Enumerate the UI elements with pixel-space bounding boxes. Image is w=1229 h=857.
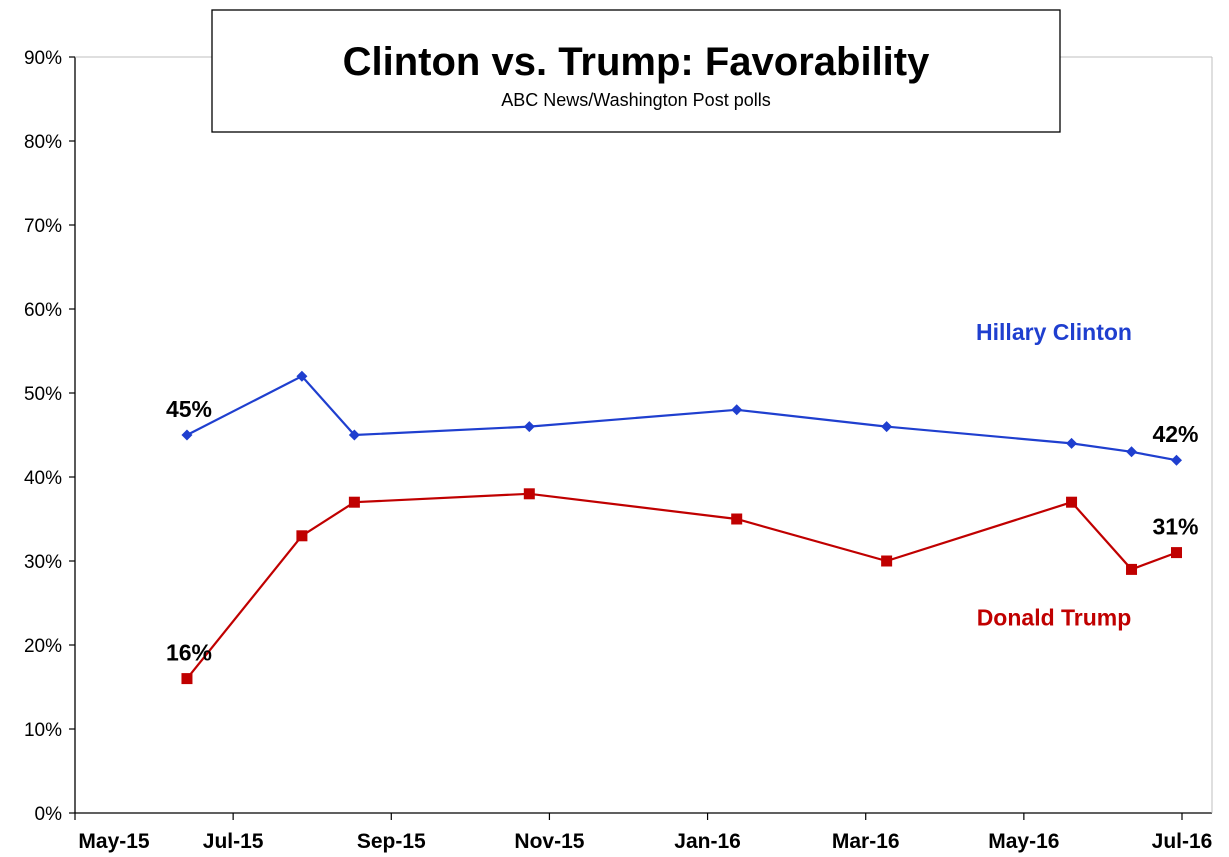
donald-trump-point <box>348 496 360 508</box>
data-label: 45% <box>166 396 212 422</box>
donald-trump-point <box>523 488 535 500</box>
data-label: 42% <box>1152 421 1198 447</box>
donald-trump-point <box>1126 563 1138 575</box>
x-tick-label: Nov-15 <box>514 830 584 853</box>
y-tick-label: 60% <box>24 300 62 321</box>
hillary-clinton-point <box>523 421 535 433</box>
hillary-clinton-point <box>296 370 308 382</box>
hillary-clinton-point <box>1126 446 1138 458</box>
hillary-clinton-point <box>1066 437 1078 449</box>
y-tick-label: 90% <box>24 48 62 69</box>
y-tick-label: 50% <box>24 384 62 405</box>
donald-trump-line <box>186 492 1177 680</box>
x-tick-label: May-15 <box>78 830 150 853</box>
title-frame <box>211 9 1061 133</box>
title-box: Clinton vs. Trump: Favorability ABC News… <box>211 9 1061 133</box>
hillary-clinton-point <box>881 421 893 433</box>
y-tick-label: 20% <box>24 636 62 657</box>
data-label: 16% <box>166 640 212 666</box>
x-tick-label: May-16 <box>988 830 1059 853</box>
labels-layer: Hillary Clinton Donald Trump 45% 42% 16% 31% <box>166 319 1199 666</box>
chart-subtitle: ABC News/Washington Post polls <box>501 90 770 110</box>
hillary-clinton-point <box>348 429 360 441</box>
donald-trump-point <box>1066 496 1078 508</box>
donald-trump-point <box>881 555 893 567</box>
donald-trump-point <box>296 530 308 542</box>
y-tick-label: 10% <box>24 720 62 741</box>
hillary-clinton-line <box>186 374 1177 462</box>
y-tick-label: 70% <box>24 216 62 237</box>
x-tick-label: Jul-15 <box>203 830 264 853</box>
donald-trump-point <box>181 673 193 685</box>
donald-trump-point <box>731 513 743 525</box>
hillary-clinton-series-label: Hillary Clinton <box>976 319 1132 345</box>
y-tick-label: 0% <box>35 804 63 825</box>
y-tick-label: 80% <box>24 132 62 153</box>
hillary-clinton-point <box>181 429 193 441</box>
chart-title: Clinton vs. Trump: Favorability <box>343 40 930 84</box>
donald-trump-point <box>1171 547 1183 559</box>
hillary-clinton-point <box>1171 454 1183 466</box>
hillary-clinton-point <box>731 404 743 416</box>
axes: 0% 10% 20% 30% 40% 50% 60% 70% 80% 90% May-15 Jul-1… <box>24 48 1213 853</box>
series-layer <box>181 370 1183 685</box>
x-tick-label: Jan-16 <box>674 830 741 853</box>
x-tick-label: Mar-16 <box>832 830 900 853</box>
x-tick-label: Jul-16 <box>1152 830 1213 853</box>
x-tick-label: Sep-15 <box>357 830 426 853</box>
y-tick-label: 40% <box>24 468 62 489</box>
data-label: 31% <box>1152 514 1198 540</box>
donald-trump-series-label: Donald Trump <box>977 605 1132 631</box>
y-tick-label: 30% <box>24 552 62 573</box>
